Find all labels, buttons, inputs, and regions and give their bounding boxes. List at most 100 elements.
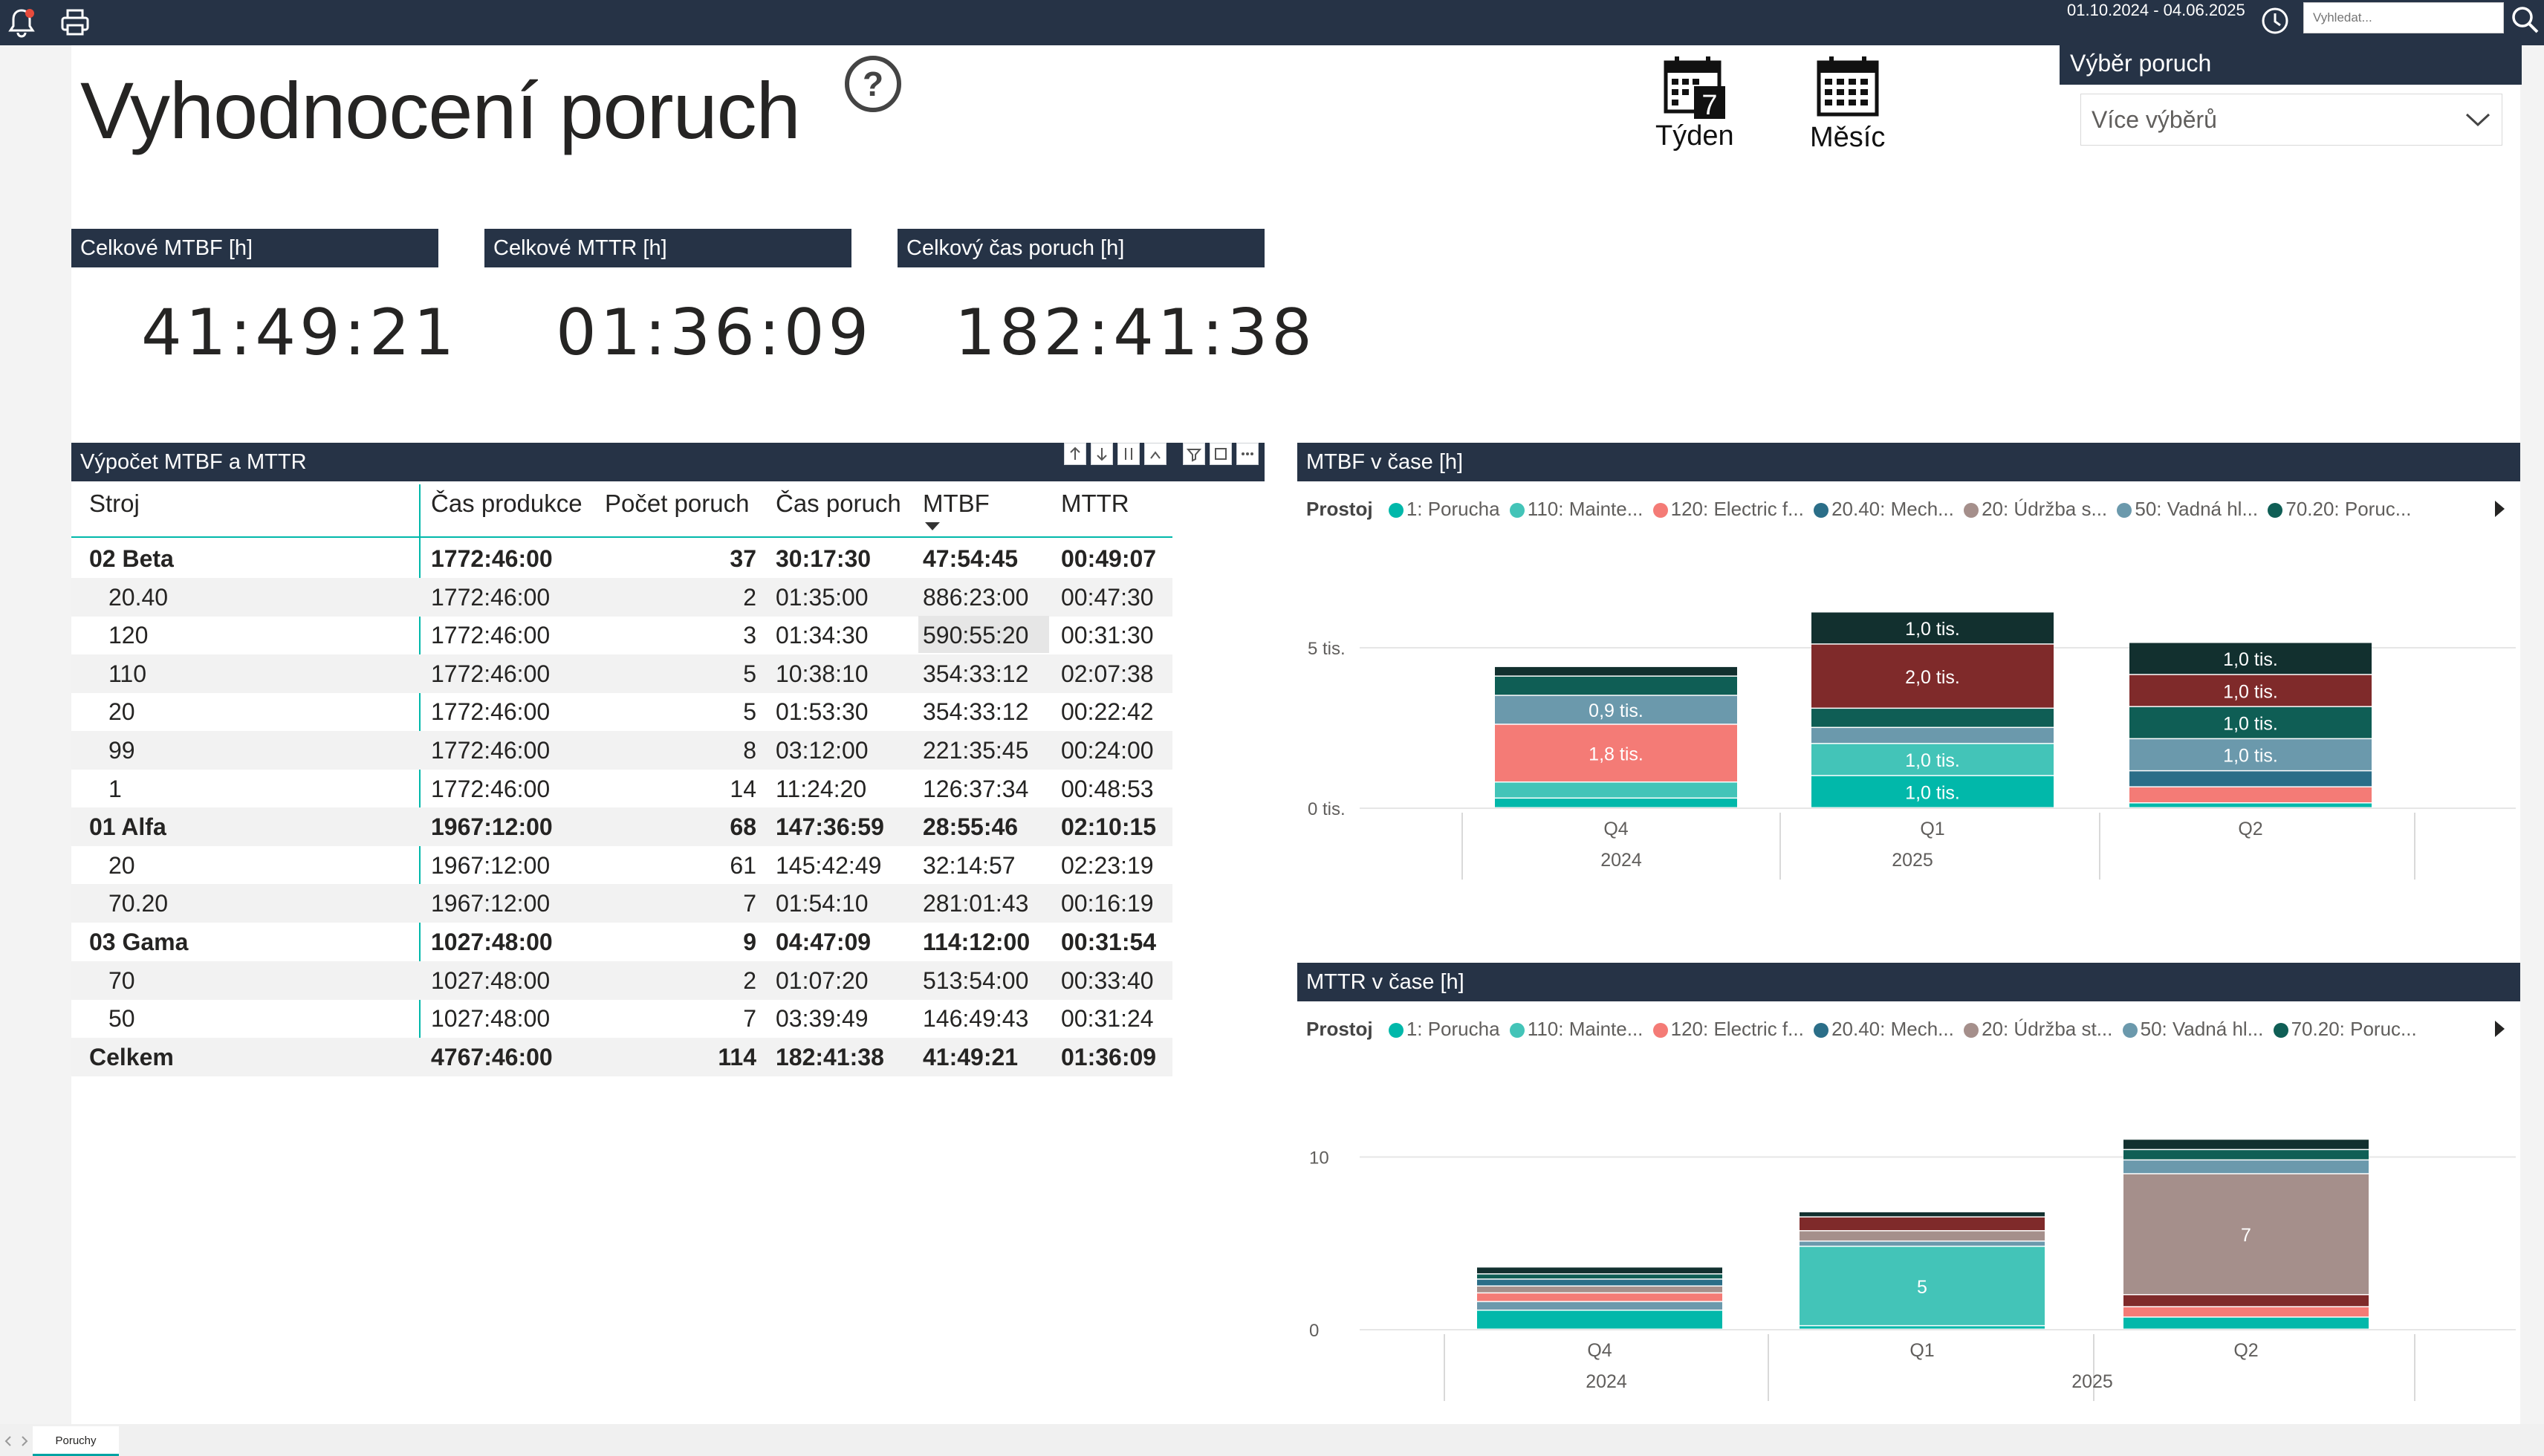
focus-mode-icon[interactable] xyxy=(1210,443,1232,465)
bar-segment[interactable] xyxy=(1477,1301,1722,1310)
notification-bell-icon[interactable] xyxy=(3,4,40,42)
matrix-group-row[interactable]: 01 Alfa 1967:12:00 68 147:36:59 28:55:46 02:1… xyxy=(71,807,1172,847)
help-icon[interactable]: ? xyxy=(843,53,903,114)
bar-segment[interactable] xyxy=(2129,787,2372,803)
bar-segment[interactable] xyxy=(1495,666,1737,676)
matrix-row[interactable]: 120 1772:46:00 3 01:34:30 590:55:20 00:31:30 xyxy=(71,616,1172,654)
more-options-icon[interactable] xyxy=(1236,443,1259,465)
bar-stack-q2[interactable]: 7 xyxy=(2123,1140,2369,1329)
matrix-row[interactable]: 50 1027:48:00 7 03:39:49 146:49:43 00:31:24 xyxy=(71,999,1172,1038)
legend-next-icon[interactable] xyxy=(2492,1019,2507,1039)
col-header-production-time[interactable]: Čas produkce xyxy=(431,490,583,517)
bar-segment[interactable] xyxy=(1477,1279,1722,1286)
bar-segment[interactable] xyxy=(1477,1267,1722,1274)
bar-stack-q4[interactable]: 1,8 tis. 0,9 tis. xyxy=(1495,666,1737,807)
legend-item[interactable]: 120: Electric f... xyxy=(1652,498,1804,521)
search-input[interactable] xyxy=(2303,2,2504,33)
legend-item[interactable]: 50: Vadná hl... xyxy=(2122,1018,2263,1041)
bar-stack-q1[interactable]: 5 xyxy=(1800,1212,2045,1329)
bar-segment[interactable] xyxy=(2129,739,2372,770)
filter-icon[interactable] xyxy=(1183,443,1205,465)
bar-segment[interactable] xyxy=(1495,782,1737,798)
bar-segment[interactable] xyxy=(1477,1310,1722,1329)
legend-item[interactable]: 110: Mainte... xyxy=(1509,498,1643,521)
legend-item[interactable]: 1: Porucha xyxy=(1388,1018,1500,1041)
clock-icon[interactable] xyxy=(2259,4,2291,37)
bar-segment[interactable] xyxy=(1800,1326,2045,1329)
matrix-row[interactable]: 110 1772:46:00 5 10:38:10 354:33:12 02:07:38 xyxy=(71,654,1172,693)
bar-segment[interactable] xyxy=(2129,643,2372,675)
bar-segment[interactable] xyxy=(1495,676,1737,695)
bar-segment[interactable] xyxy=(2123,1317,2369,1329)
legend-item[interactable]: 120: Electric f... xyxy=(1652,1018,1804,1041)
print-icon[interactable] xyxy=(56,4,94,42)
bar-segment[interactable] xyxy=(1800,1231,2045,1241)
legend-item[interactable]: 20.40: Mech... xyxy=(1814,1018,1954,1041)
legend-next-icon[interactable] xyxy=(2492,499,2507,519)
bar-stack-q2[interactable]: 1,0 tis. 1,0 tis. 1,0 tis. 1,0 tis. xyxy=(2129,643,2372,807)
matrix-row[interactable]: 70.20 1967:12:00 7 01:54:10 281:01:43 00:16:1… xyxy=(71,884,1172,923)
bar-segment[interactable] xyxy=(1477,1293,1722,1301)
page-nav-arrows-icon[interactable] xyxy=(3,1434,30,1449)
month-button[interactable]: Měsíc xyxy=(1810,53,1885,154)
legend-item[interactable]: 110: Mainte... xyxy=(1509,1018,1643,1041)
bar-segment[interactable] xyxy=(1477,1286,1722,1293)
drill-up-icon[interactable] xyxy=(1064,443,1086,465)
matrix-row[interactable]: 99 1772:46:00 8 03:12:00 221:35:45 00:24:00 xyxy=(71,731,1172,770)
col-header-mttr[interactable]: MTTR xyxy=(1061,490,1129,517)
bar-segment[interactable] xyxy=(2129,706,2372,738)
next-level-icon[interactable] xyxy=(1117,443,1140,465)
legend-item[interactable]: 70.20: Poruc... xyxy=(2268,498,2411,521)
matrix-row[interactable]: 20 1967:12:00 61 145:42:49 32:14:57 02:23:19 xyxy=(71,846,1172,885)
search-icon[interactable] xyxy=(2508,3,2541,36)
week-button[interactable]: 7 Týden xyxy=(1655,53,1734,152)
bar-segment[interactable] xyxy=(1811,744,2054,776)
bar-stack-q1[interactable]: 1,0 tis. 1,0 tis. 2,0 tis. 1,0 tis. xyxy=(1811,612,2054,807)
legend-item[interactable]: 20.40: Mech... xyxy=(1814,498,1954,521)
matrix-row[interactable]: 20 1772:46:00 5 01:53:30 354:33:12 00:22:42 xyxy=(71,692,1172,731)
matrix-group-row[interactable]: 03 Gama 1027:48:00 9 04:47:09 114:12:00 00:31… xyxy=(71,923,1172,961)
bar-segment[interactable] xyxy=(1800,1247,2045,1325)
tab-poruchy[interactable]: Poruchy xyxy=(33,1426,119,1456)
bar-segment[interactable] xyxy=(1800,1212,2045,1217)
col-header-failure-time[interactable]: Čas poruch xyxy=(776,490,901,517)
bar-segment[interactable] xyxy=(2123,1307,2369,1317)
top-bar xyxy=(0,0,2544,45)
bar-segment[interactable] xyxy=(2123,1160,2369,1174)
bar-segment[interactable] xyxy=(1811,709,2054,727)
bar-segment[interactable] xyxy=(1477,1274,1722,1279)
legend-item[interactable]: 20: Údržba st... xyxy=(1964,1018,2112,1041)
legend-item[interactable]: 70.20: Poruc... xyxy=(2273,1018,2417,1041)
matrix-group-row[interactable]: Celkem 4767:46:00 114 182:41:38 41:49:21 01:3… xyxy=(71,1037,1172,1076)
bar-segment[interactable] xyxy=(2129,803,2372,807)
bar-segment[interactable] xyxy=(2123,1174,2369,1294)
slicer-dropdown[interactable]: Více výběrů xyxy=(2080,94,2502,146)
bar-segment[interactable] xyxy=(2123,1150,2369,1160)
bar-segment[interactable] xyxy=(2129,675,2372,706)
col-header-failure-count[interactable]: Počet poruch xyxy=(605,490,750,517)
bar-segment[interactable] xyxy=(1811,728,2054,744)
bar-segment[interactable] xyxy=(1811,644,2054,708)
matrix-row[interactable]: 70 1027:48:00 2 01:07:20 513:54:00 00:33:40 xyxy=(71,961,1172,1000)
bar-segment[interactable] xyxy=(1495,799,1737,807)
bar-segment[interactable] xyxy=(1495,724,1737,781)
bar-segment[interactable] xyxy=(2129,771,2372,787)
col-header-mtbf[interactable]: MTBF xyxy=(923,490,990,517)
bar-segment[interactable] xyxy=(2123,1295,2369,1307)
bar-segment[interactable] xyxy=(2123,1140,2369,1149)
legend-item[interactable]: 50: Vadná hl... xyxy=(2117,498,2258,521)
bar-segment[interactable] xyxy=(1811,612,2054,644)
matrix-row[interactable]: 1 1772:46:00 14 11:24:20 126:37:34 00:48:53 xyxy=(71,770,1172,808)
matrix-row[interactable]: 20.40 1772:46:00 2 01:35:00 886:23:00 00:47:3… xyxy=(71,577,1172,617)
drill-down-icon[interactable] xyxy=(1091,443,1113,465)
legend-item[interactable]: 20: Údržba s... xyxy=(1964,498,2107,521)
bar-segment[interactable] xyxy=(1495,695,1737,724)
expand-level-icon[interactable] xyxy=(1144,443,1166,465)
bar-segment[interactable] xyxy=(1800,1217,2045,1230)
matrix-group-row[interactable]: 02 Beta 1772:46:00 37 30:17:30 47:54:45 00:49… xyxy=(71,539,1172,578)
bar-segment[interactable] xyxy=(1800,1241,2045,1246)
col-header-machine[interactable]: Stroj xyxy=(89,490,140,517)
bar-stack-q4[interactable] xyxy=(1477,1267,1722,1329)
legend-item[interactable]: 1: Porucha xyxy=(1388,498,1500,521)
bar-segment[interactable] xyxy=(1811,776,2054,807)
